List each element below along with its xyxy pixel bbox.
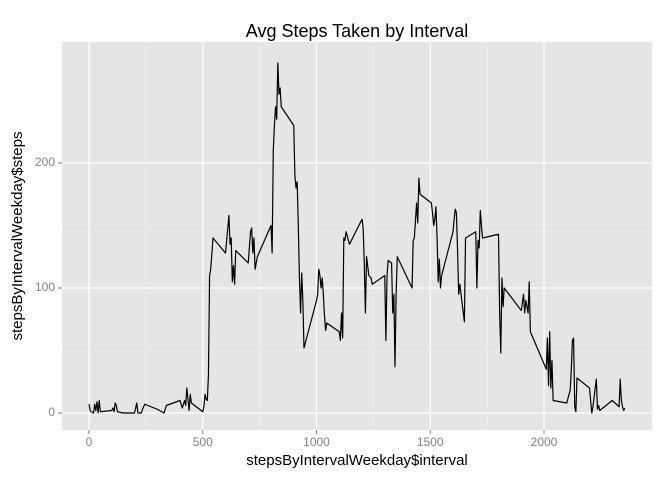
y-axis-label: stepsByIntervalWeekday$steps [9,132,26,341]
chart-title: Avg Steps Taken by Interval [246,21,468,41]
x-tick-label: 1000 [303,435,330,449]
x-tick-label: 2000 [531,435,558,449]
y-tick-label: 0 [48,405,55,419]
x-tick-label: 500 [193,435,213,449]
x-axis-label: stepsByIntervalWeekday$interval [246,452,468,469]
y-tick-label: 100 [35,280,55,294]
y-tick-label: 200 [35,155,55,169]
x-tick-label: 1500 [417,435,444,449]
data-line [88,62,626,414]
panel [62,42,652,430]
x-tick-label: 0 [86,435,93,449]
